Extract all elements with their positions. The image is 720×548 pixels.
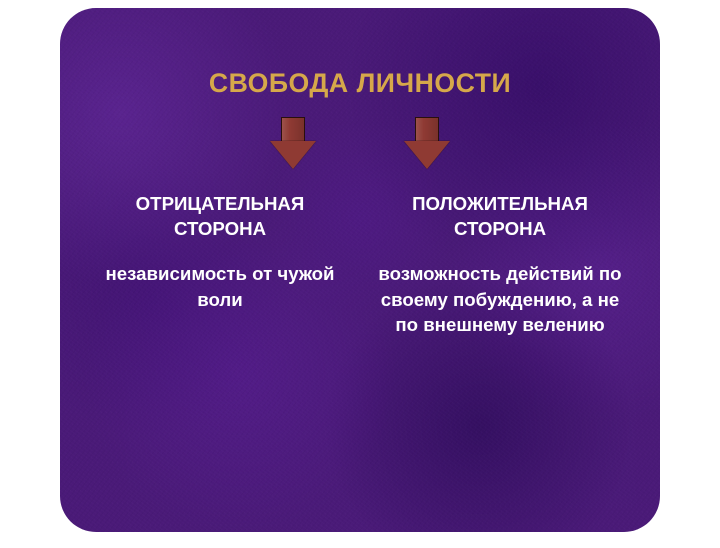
slide-title: СВОБОДА ЛИЧНОСТИ	[60, 68, 660, 99]
columns-row: ОТРИЦАТЕЛЬНАЯ СТОРОНА независимость от ч…	[60, 173, 660, 337]
arrows-row	[60, 117, 660, 173]
arrow-head	[270, 141, 316, 169]
arrow-head	[404, 141, 450, 169]
column-left-title: ОТРИЦАТЕЛЬНАЯ СТОРОНА	[90, 191, 350, 241]
slide-card: СВОБОДА ЛИЧНОСТИ ОТРИЦАТЕЛЬНАЯ СТОРОНА н…	[60, 8, 660, 532]
down-arrow-right	[405, 117, 449, 173]
column-left-desc: независимость от чужой воли	[90, 261, 350, 311]
column-right: ПОЛОЖИТЕЛЬНАЯ СТОРОНА возможность действ…	[370, 191, 630, 337]
slide-content: СВОБОДА ЛИЧНОСТИ ОТРИЦАТЕЛЬНАЯ СТОРОНА н…	[60, 8, 660, 532]
column-right-title: ПОЛОЖИТЕЛЬНАЯ СТОРОНА	[370, 191, 630, 241]
down-arrow-left	[271, 117, 315, 173]
column-right-desc: возможность действий по своему побуждени…	[370, 261, 630, 337]
column-left: ОТРИЦАТЕЛЬНАЯ СТОРОНА независимость от ч…	[90, 191, 350, 337]
